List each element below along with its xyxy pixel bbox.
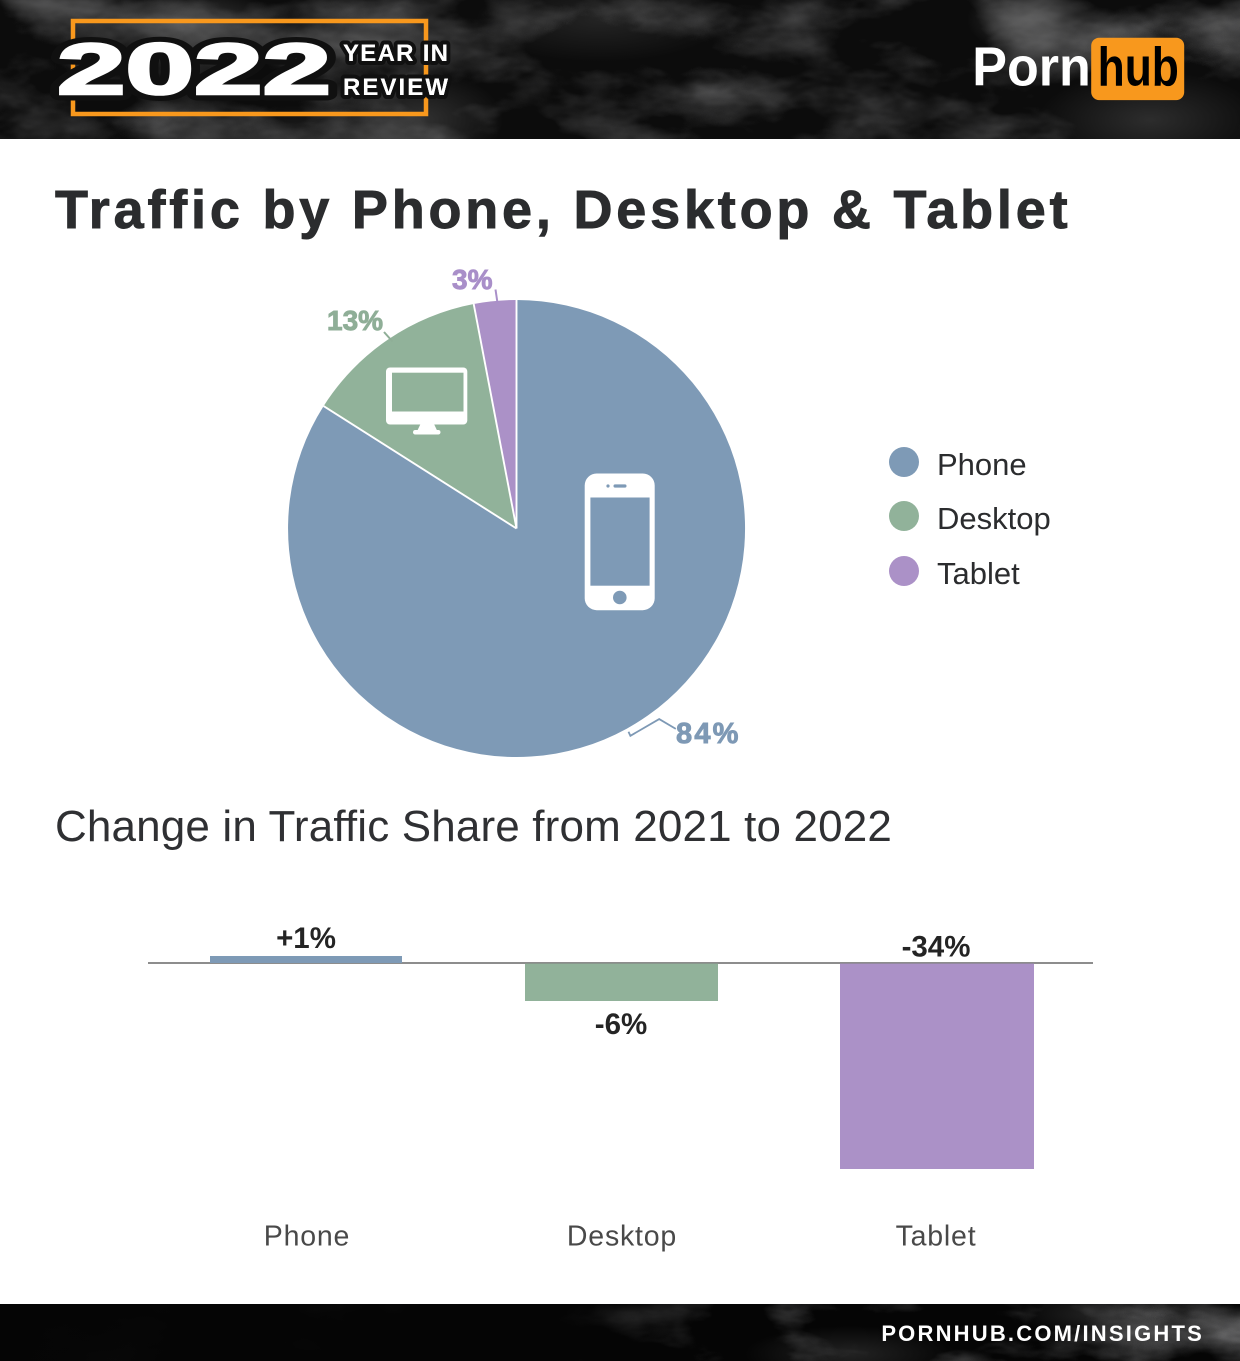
svg-text:+1%: +1% [276,922,336,955]
svg-text:Porn: Porn [972,36,1091,98]
svg-text:2022: 2022 [57,30,331,110]
svg-text:YEAR IN: YEAR IN [343,40,453,67]
svg-text:3%: 3% [452,264,493,295]
svg-text:hub: hub [1098,36,1179,98]
svg-text:Tablet: Tablet [896,1221,977,1253]
svg-text:Desktop: Desktop [567,1221,677,1253]
svg-text:2022: 2022 [57,30,331,110]
svg-text:84%: 84% [676,718,741,750]
svg-text:REVIEW: REVIEW [343,74,451,101]
svg-text:-34%: -34% [902,931,971,964]
svg-text:YEAR IN: YEAR IN [343,40,453,67]
svg-text:Phone: Phone [264,1221,350,1253]
svg-text:13%: 13% [327,305,383,336]
svg-text:-6%: -6% [595,1008,647,1041]
svg-text:REVIEW: REVIEW [343,74,451,101]
